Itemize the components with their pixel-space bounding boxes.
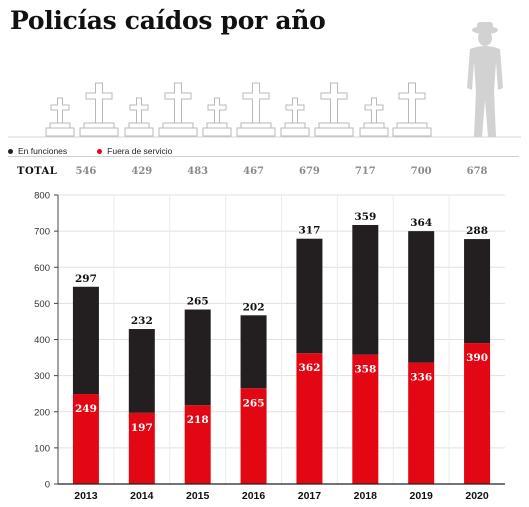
tombstone-icon (236, 82, 276, 137)
x-tick-label: 2019 (410, 490, 434, 502)
bar-fuera-de-servicio (352, 354, 379, 484)
total-value: 429 (131, 166, 153, 177)
tombstone-icon (158, 82, 198, 137)
y-tick-label: 0 (45, 480, 50, 491)
data-label-fuera-de-servicio: 358 (354, 364, 376, 376)
data-label-fuera-de-servicio: 249 (75, 403, 97, 415)
data-label-fuera-de-servicio: 336 (410, 372, 432, 384)
total-value: 546 (75, 166, 97, 177)
legend: En funciones Fuera de servicio (8, 146, 202, 156)
total-value: 717 (354, 166, 376, 177)
tombstone-icon (280, 97, 310, 137)
bar-fuera-de-servicio (464, 343, 491, 484)
totals-row: TOTAL 546 429 483 467 679 717 700 678 (0, 166, 529, 182)
tombstone-icon (202, 97, 232, 137)
data-label-en-funciones: 359 (354, 211, 376, 223)
legend-label-en-funciones: En funciones (18, 146, 68, 156)
y-tick-label: 500 (34, 299, 50, 310)
police-officer-silhouette-icon (467, 22, 503, 137)
data-label-fuera-de-servicio: 362 (298, 362, 320, 374)
bar-fuera-de-servicio (128, 412, 155, 484)
bar-fuera-de-servicio (408, 362, 435, 484)
bar-fuera-de-servicio (240, 388, 267, 484)
y-tick-label: 600 (34, 263, 50, 274)
tombstone-icon (359, 97, 389, 137)
total-value: 483 (187, 166, 209, 177)
tombstone-icon (392, 82, 432, 137)
bar-en-funciones (72, 286, 99, 395)
bar-fuera-de-servicio (72, 394, 99, 484)
bar-en-funciones (184, 309, 211, 406)
data-label-en-funciones: 288 (466, 225, 488, 237)
y-tick-label: 200 (34, 407, 50, 418)
bar-en-funciones (464, 239, 491, 344)
y-tick-label: 700 (34, 227, 50, 238)
total-value: 679 (299, 166, 320, 177)
bar-en-funciones (296, 238, 323, 354)
bar-en-funciones (128, 329, 155, 413)
legend-item-en-funciones: En funciones (8, 146, 67, 156)
data-label-fuera-de-servicio: 265 (243, 397, 265, 409)
y-tick-label: 800 (34, 191, 50, 202)
legend-swatch-fuera-de-servicio (97, 148, 103, 154)
data-label-en-funciones: 202 (243, 301, 265, 313)
chart-title: Policías caídos por año (10, 6, 326, 35)
bar-en-funciones (240, 315, 267, 389)
bar-en-funciones (408, 231, 435, 363)
tombstone-icon (79, 82, 119, 137)
tombstone-icon (314, 82, 354, 137)
data-label-fuera-de-servicio: 390 (466, 352, 488, 364)
tombstone-icon (124, 97, 154, 137)
data-label-en-funciones: 232 (131, 315, 153, 327)
x-tick-label: 2016 (242, 490, 266, 502)
total-label: TOTAL (17, 166, 58, 177)
data-label-en-funciones: 364 (410, 217, 432, 229)
x-tick-label: 2014 (130, 490, 154, 502)
bar-en-funciones (352, 224, 379, 355)
y-tick-label: 300 (34, 371, 50, 382)
bar-fuera-de-servicio (184, 405, 211, 484)
bar-fuera-de-servicio (296, 353, 323, 484)
data-label-en-funciones: 297 (75, 273, 97, 285)
x-tick-label: 2017 (298, 490, 322, 502)
total-value: 467 (243, 166, 264, 177)
data-label-en-funciones: 265 (187, 296, 209, 308)
data-label-fuera-de-servicio: 197 (131, 422, 153, 434)
total-value: 678 (466, 166, 488, 177)
x-tick-label: 2015 (186, 490, 210, 502)
legend-swatch-en-funciones (8, 148, 13, 154)
x-tick-label: 2013 (74, 490, 98, 502)
tombstone-icon (45, 97, 75, 137)
y-tick-label: 400 (34, 335, 50, 346)
data-label-fuera-de-servicio: 218 (187, 414, 209, 426)
tombstone-illustration (8, 22, 521, 138)
x-tick-label: 2020 (465, 490, 489, 502)
y-tick-label: 100 (34, 443, 50, 454)
data-label-en-funciones: 317 (298, 225, 320, 237)
legend-label-fuera-de-servicio: Fuera de servicio (107, 146, 173, 156)
legend-divider (8, 156, 519, 157)
x-tick-label: 2018 (354, 490, 378, 502)
legend-item-fuera-de-servicio: Fuera de servicio (97, 146, 172, 156)
total-value: 700 (410, 166, 432, 177)
